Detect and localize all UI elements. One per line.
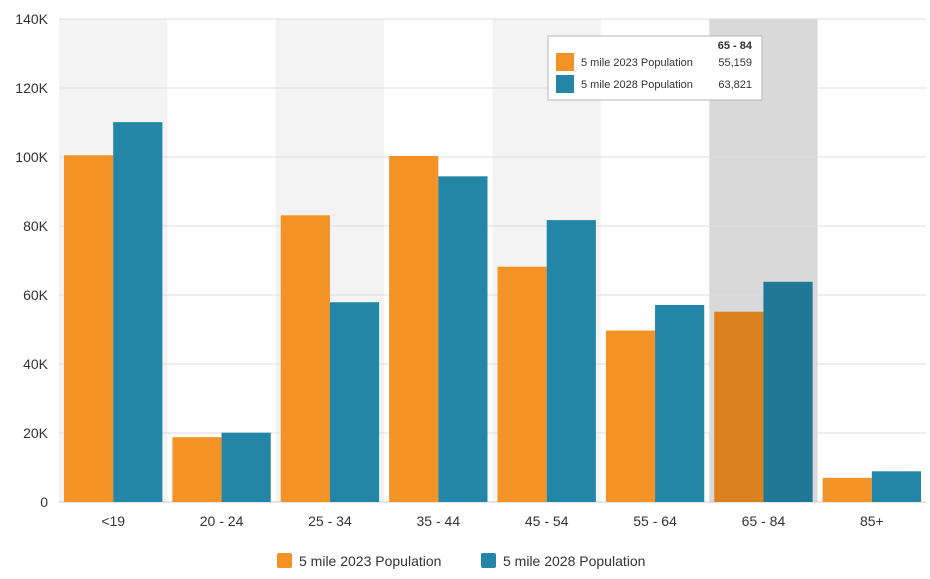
y-tick-label: 120K xyxy=(15,80,48,96)
bar-2028 xyxy=(329,302,380,502)
bar-2028 xyxy=(763,281,813,502)
bar-2023 xyxy=(497,266,547,502)
bar-2023 xyxy=(389,155,439,502)
bar-2023 xyxy=(714,311,764,502)
tooltip-box xyxy=(547,35,763,101)
legend-label: 5 mile 2023 Population xyxy=(299,553,441,569)
y-tick-label: 0 xyxy=(40,494,48,510)
y-tick-label: 40K xyxy=(23,356,49,372)
x-axis: <19 20 - 24 25 - 34 35 - 44 45 - 54 55 - 64 65… xyxy=(101,513,883,529)
x-tick-label: 85+ xyxy=(860,513,884,529)
bar-2023 xyxy=(280,215,330,502)
legend: 5 mile 2023 Population 5 mile 2028 Popula… xyxy=(277,553,645,569)
bar-2028 xyxy=(113,122,163,502)
y-axis: 0 20K 40K 60K 80K 100K 120K 140K xyxy=(15,11,48,510)
bar-2023 xyxy=(822,477,872,502)
y-tick-label: 140K xyxy=(15,11,48,27)
bar-2028 xyxy=(221,432,271,502)
x-tick-label: 55 - 64 xyxy=(633,513,677,529)
y-tick-label: 80K xyxy=(23,218,49,234)
bar-2028 xyxy=(546,220,596,502)
bar-2023 xyxy=(605,330,656,502)
x-tick-label: 65 - 84 xyxy=(742,513,786,529)
bars xyxy=(64,122,921,502)
tooltip-header: 65 - 84 xyxy=(718,40,753,52)
tooltip-row-value: 63,821 xyxy=(718,79,752,91)
x-tick-label: 20 - 24 xyxy=(200,513,244,529)
x-tick-label: 45 - 54 xyxy=(525,513,569,529)
bar-2028 xyxy=(655,305,705,502)
tooltip-swatch xyxy=(556,53,574,71)
x-tick-label: 35 - 44 xyxy=(417,513,461,529)
legend-label: 5 mile 2028 Population xyxy=(503,553,645,569)
y-tick-label: 100K xyxy=(15,149,48,165)
y-tick-label: 20K xyxy=(23,425,49,441)
tooltip-row-label: 5 mile 2028 Population xyxy=(581,79,693,91)
legend-swatch xyxy=(277,553,292,568)
bar-2023 xyxy=(172,437,222,502)
x-tick-label: <19 xyxy=(101,513,125,529)
legend-swatch xyxy=(481,553,496,568)
y-tick-label: 60K xyxy=(23,287,49,303)
bar-2028 xyxy=(438,176,488,502)
tooltip-swatch xyxy=(556,75,574,93)
x-tick-label: 25 - 34 xyxy=(308,513,352,529)
tooltip: 65 - 84 5 mile 2023 Population 55,159 5 mil… xyxy=(547,35,763,101)
bar-2023 xyxy=(64,155,114,502)
tooltip-row-label: 5 mile 2023 Population xyxy=(581,57,693,69)
bar-2028 xyxy=(871,471,921,502)
tooltip-row-value: 55,159 xyxy=(718,57,752,69)
